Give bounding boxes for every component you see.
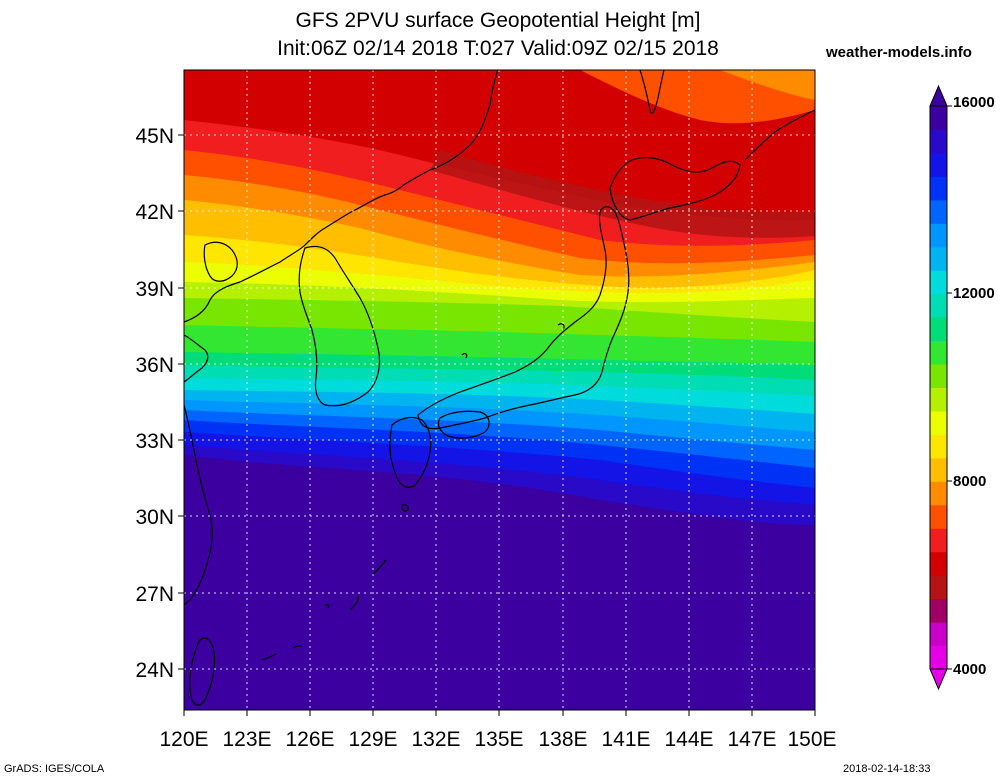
lat-label-27n: 27N xyxy=(135,583,174,606)
coast-hokkaido xyxy=(609,156,741,221)
footer-timestamp: 2018-02-14-18:33 xyxy=(843,763,931,775)
lon-label-144e: 144E xyxy=(664,728,713,751)
colorbar-segment xyxy=(930,457,947,482)
colorbar-label-16000: 16000 xyxy=(953,94,995,111)
lat-label-45n: 45N xyxy=(135,125,174,148)
lon-label-138e: 138E xyxy=(538,728,587,751)
coast-shikoku xyxy=(437,410,490,439)
height-field xyxy=(184,70,815,710)
colorbar-frame xyxy=(929,105,948,670)
colorbar-segment xyxy=(930,551,947,576)
coast-china-east xyxy=(184,334,209,383)
lon-label-123e: 123E xyxy=(222,728,271,751)
coast-china-south xyxy=(184,404,213,606)
field-band-red xyxy=(184,70,815,221)
colorbar-segment xyxy=(930,152,947,177)
coast-korea xyxy=(298,245,381,407)
colorbar-segments xyxy=(930,106,947,670)
coast-sado xyxy=(557,323,565,331)
coast-yakushima xyxy=(401,504,409,512)
coast-mainland xyxy=(184,70,499,323)
colorbar-segment xyxy=(930,270,947,295)
coast-bohai xyxy=(203,241,238,282)
coast-taiwan xyxy=(189,637,216,706)
colorbar-segment xyxy=(930,481,947,506)
coast-kyushu xyxy=(389,416,432,488)
coast-kurils xyxy=(744,109,815,161)
field-patch-orange-ne xyxy=(580,70,815,124)
coastlines xyxy=(184,70,815,706)
colorbar-segment xyxy=(930,504,947,529)
colorbar-segment xyxy=(930,434,947,459)
colorbar-segment xyxy=(930,575,947,600)
lon-label-135e: 135E xyxy=(474,728,523,751)
lat-axis: 45N 42N 39N 36N 33N 30N 27N 24N xyxy=(135,125,184,682)
lon-axis: 120E 123E 126E 129E 132E 135E 138E 141E … xyxy=(159,710,837,751)
colorbar-segment xyxy=(930,106,947,130)
footer-credit: GrADS: IGES/COLA xyxy=(4,763,105,775)
colorbar-segment xyxy=(930,199,947,224)
coast-ryukyu-1 xyxy=(349,595,360,611)
colorbar-segment xyxy=(930,317,947,342)
lon-label-150e: 150E xyxy=(787,728,836,751)
trough-dark-red xyxy=(430,150,815,238)
lat-label-39n: 39N xyxy=(135,278,174,301)
lat-label-24n: 24N xyxy=(135,659,174,682)
lat-label-33n: 33N xyxy=(135,430,174,453)
colorbar-segment xyxy=(930,387,947,412)
lon-label-126e: 126E xyxy=(285,728,334,751)
colorbar-label-4000: 4000 xyxy=(953,661,986,678)
lon-label-132e: 132E xyxy=(411,728,460,751)
map-subtitle: Init:06Z 02/14 2018 T:027 Valid:09Z 02/1… xyxy=(277,37,719,60)
colorbar: 16000 12000 8000 4000 xyxy=(929,84,995,691)
lat-label-36n: 36N xyxy=(135,354,174,377)
colorbar-segment xyxy=(930,223,947,248)
coast-ryukyu-4 xyxy=(292,645,303,649)
coast-ryukyu-3 xyxy=(261,653,277,661)
lon-label-141e: 141E xyxy=(601,728,650,751)
colorbar-top-arrow xyxy=(929,84,948,107)
lon-label-147e: 147E xyxy=(727,728,776,751)
coast-oki xyxy=(461,352,468,359)
colorbar-label-12000: 12000 xyxy=(953,285,995,302)
colorbar-segment xyxy=(930,598,947,623)
colorbar-segment xyxy=(930,293,947,318)
colorbar-segment xyxy=(930,622,947,647)
coast-ryukyu-2 xyxy=(371,559,387,576)
colorbar-segment xyxy=(930,246,947,271)
lat-label-42n: 42N xyxy=(135,201,174,224)
colorbar-bottom-arrow xyxy=(929,668,948,691)
field-patch-amber-ne xyxy=(720,70,815,100)
colorbar-segment xyxy=(930,645,947,670)
coast-sakhalin xyxy=(639,70,665,114)
site-credit: weather-models.info xyxy=(826,44,972,61)
colorbar-segment xyxy=(930,410,947,435)
colorbar-label-8000: 8000 xyxy=(953,473,986,490)
colorbar-segment xyxy=(930,340,947,365)
lon-label-120e: 120E xyxy=(159,728,208,751)
map-grid xyxy=(184,70,815,710)
map-title: GFS 2PVU surface Geopotential Height [m] xyxy=(295,9,701,32)
colorbar-segment xyxy=(930,364,947,388)
colorbar-segment xyxy=(930,129,947,154)
lon-label-129e: 129E xyxy=(348,728,397,751)
coast-ryukyu-5 xyxy=(324,604,330,609)
colorbar-segment xyxy=(930,176,947,201)
coast-honshu xyxy=(417,206,630,430)
lat-label-30n: 30N xyxy=(135,506,174,529)
colorbar-segment xyxy=(930,528,947,553)
